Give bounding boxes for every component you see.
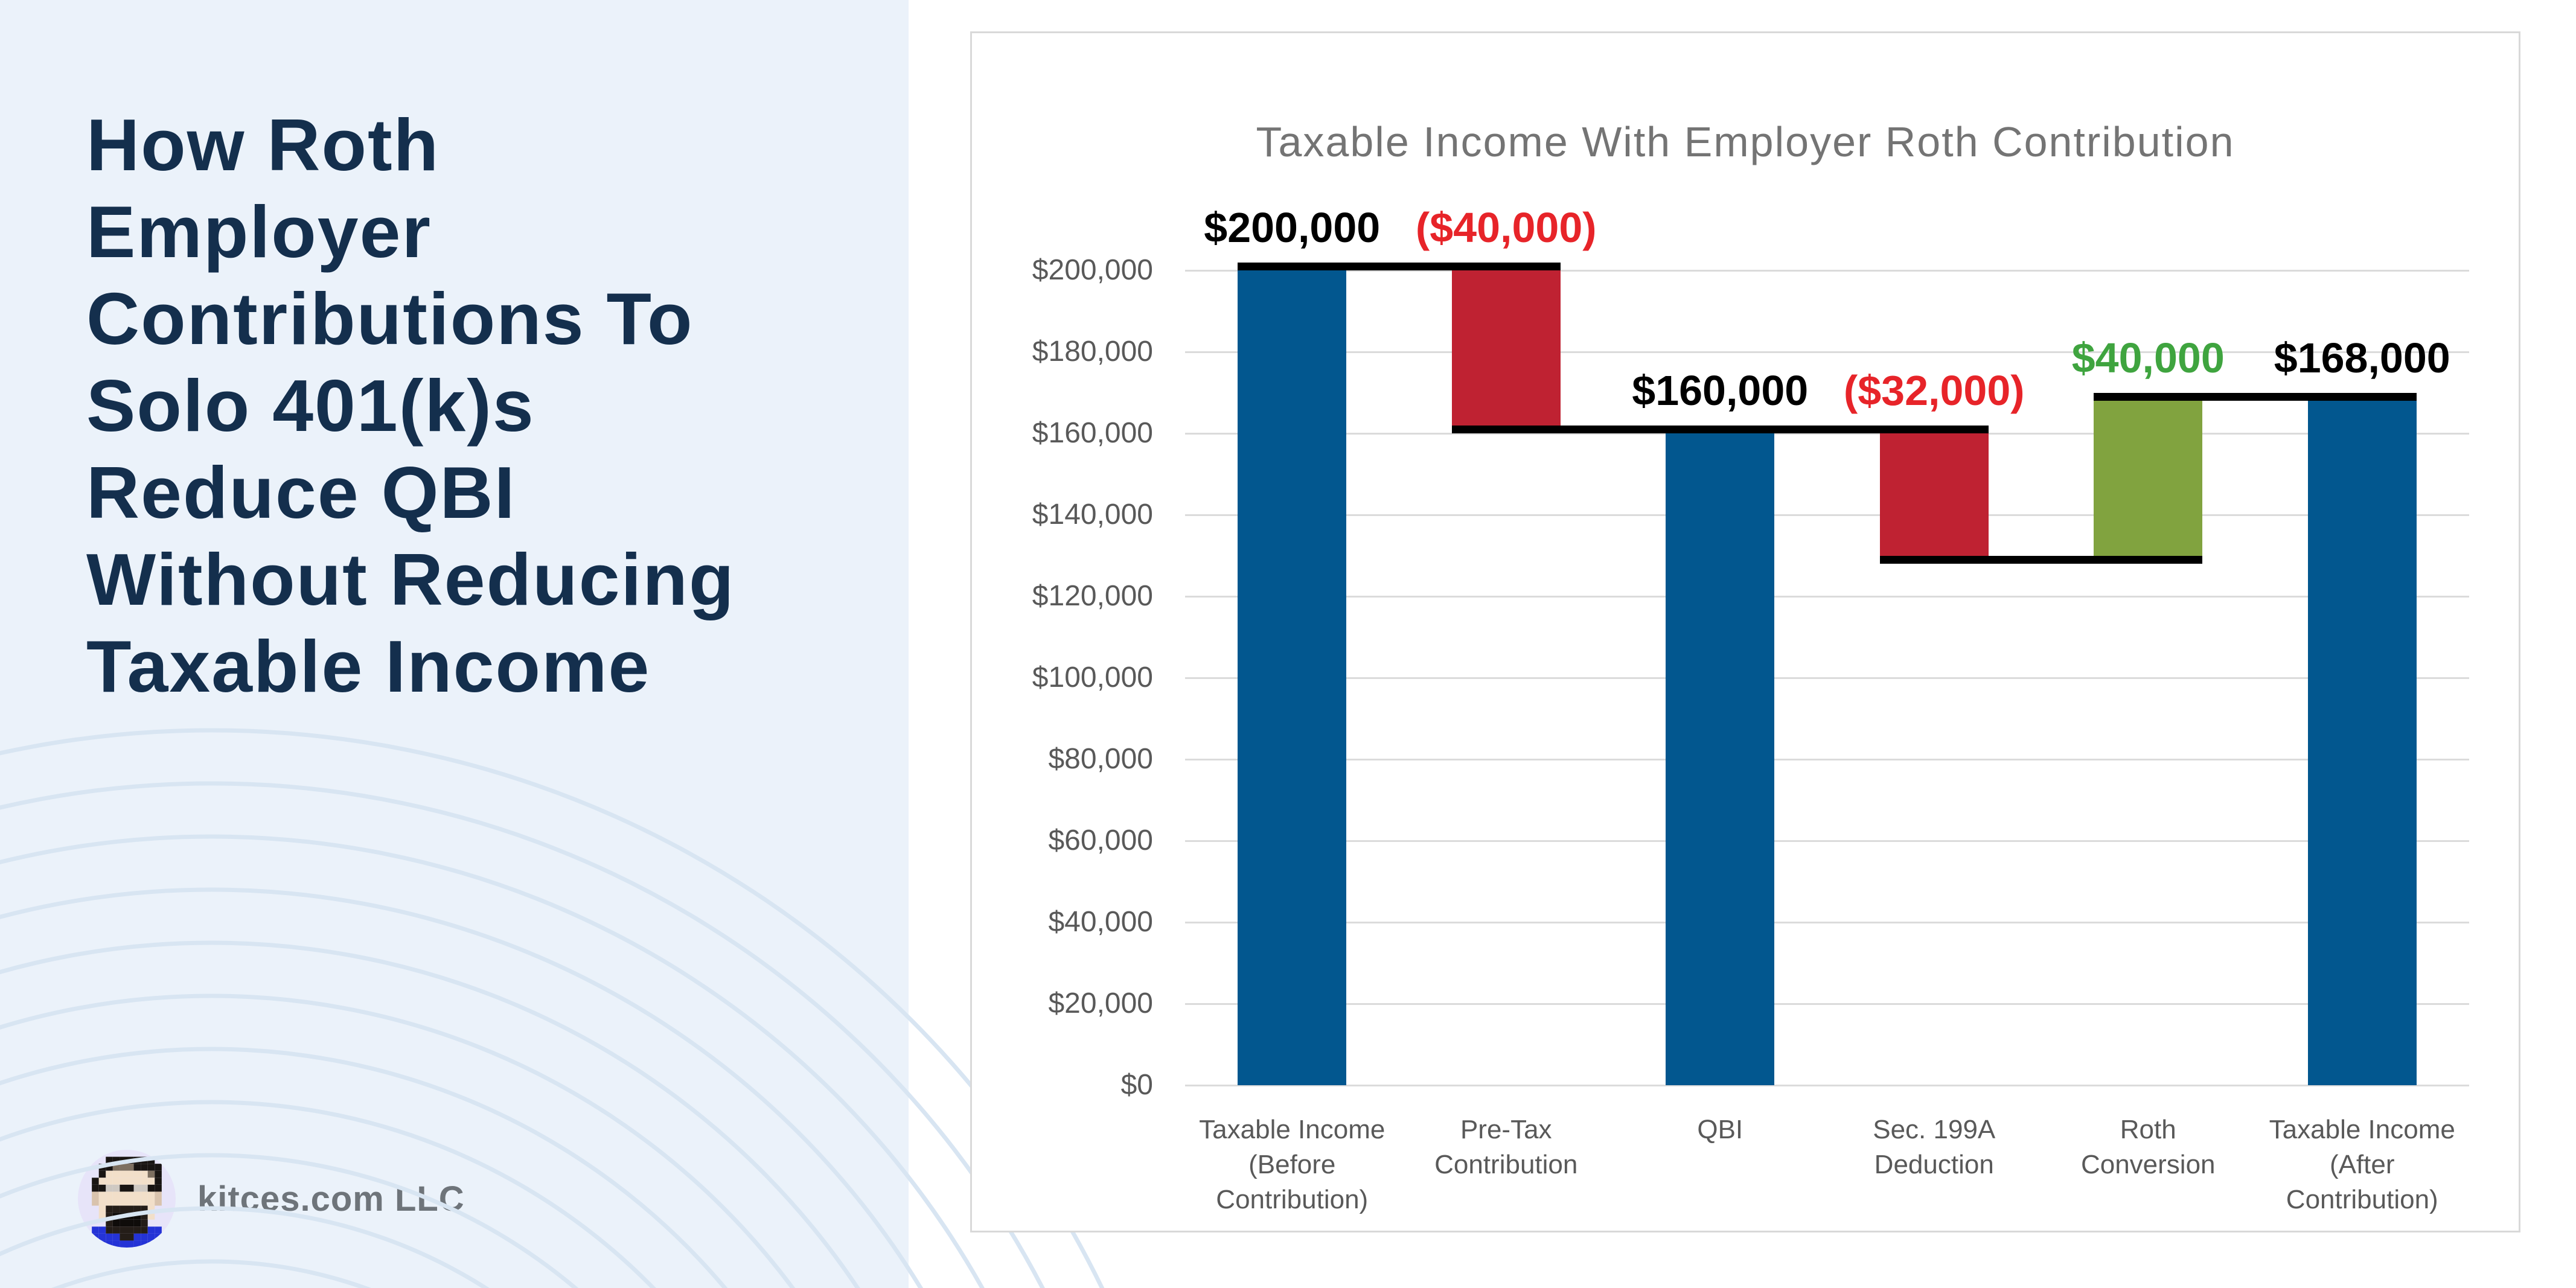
gridline xyxy=(1185,269,2469,272)
page-title-line: Solo 401(k)s xyxy=(86,365,535,447)
x-axis-category-label-line: QBI xyxy=(1697,1115,1743,1144)
page-title-line: How Roth xyxy=(86,104,440,186)
page-title-line: Without Reducing xyxy=(86,538,735,620)
gridline xyxy=(1185,514,2469,516)
bar-taxable-income-after xyxy=(2307,401,2417,1085)
connector-line xyxy=(1879,556,2203,564)
y-axis-tick-label: $60,000 xyxy=(1048,824,1153,856)
bar-roth-conversion xyxy=(2094,401,2203,564)
bar-pre-tax-contribution xyxy=(1451,270,1561,433)
gridline xyxy=(1185,677,2469,679)
connector-line xyxy=(1451,426,1989,433)
gridline xyxy=(1185,840,2469,842)
y-axis-tick-label: $0 xyxy=(1120,1069,1153,1101)
y-axis-tick-label: $100,000 xyxy=(1032,662,1153,693)
chart-card: Taxable Income With Employer Roth Contri… xyxy=(970,31,2520,1232)
gridline xyxy=(1185,758,2469,760)
y-axis-tick-label: $180,000 xyxy=(1032,336,1153,368)
x-axis-category-label-line: Contribution) xyxy=(2286,1185,2438,1214)
y-axis-tick-label: $120,000 xyxy=(1032,580,1153,612)
left-panel: How Roth Employer Contributions To Solo 401… xyxy=(0,0,909,1288)
bar-value-label: ($32,000) xyxy=(1843,367,2025,414)
x-axis-category-label-line: Sec. 199A xyxy=(1873,1115,1996,1144)
bar-value-label: $168,000 xyxy=(2274,334,2450,381)
bar-value-label: $160,000 xyxy=(1632,367,1809,414)
x-axis-category-label: Taxable Income (After Contribution) xyxy=(2255,1112,2470,1217)
x-axis-category-label-line: Contribution) xyxy=(1216,1185,1369,1214)
y-axis-tick-label: $200,000 xyxy=(1032,254,1153,286)
kitces-avatar-icon xyxy=(78,1150,176,1248)
bar-sec-199a-deduction xyxy=(1879,433,1989,564)
y-axis-tick-label: $140,000 xyxy=(1032,499,1153,531)
x-axis-category-label-line: Conversion xyxy=(2080,1150,2216,1179)
x-axis-category-label-line: (Before xyxy=(1248,1150,1336,1179)
bar-taxable-income-before xyxy=(1238,270,1347,1085)
y-axis-tick-label: $40,000 xyxy=(1048,906,1153,938)
gridline xyxy=(1185,1084,2469,1086)
x-axis-category-label: QBI xyxy=(1613,1112,1827,1147)
page-title-line: Employer xyxy=(86,191,432,273)
page-title-line: Reduce QBI xyxy=(86,451,516,534)
gridline xyxy=(1185,432,2469,435)
brand: kitces.com LLC xyxy=(78,1150,465,1248)
plot-area: $0 $20,000 $40,000 $60,000 $80,000 $100,000 $1… xyxy=(972,33,2519,1231)
x-axis-category-label-line: Pre-Tax xyxy=(1460,1115,1552,1144)
y-axis-tick-label: $160,000 xyxy=(1032,417,1153,449)
bar-value-label: $200,000 xyxy=(1204,204,1381,251)
page-title: How Roth Employer Contributions To Solo 401… xyxy=(86,101,889,710)
x-axis-category-label-line: Contribution xyxy=(1434,1150,1578,1179)
page-title-line: Contributions To xyxy=(86,278,694,360)
x-axis-category-label: Taxable Income (Before Contribution) xyxy=(1185,1112,1399,1217)
x-axis-category-label-line: Taxable Income xyxy=(1199,1115,1385,1144)
gridline xyxy=(1185,1003,2469,1005)
x-axis-category-label-line: Roth xyxy=(2120,1115,2176,1144)
x-axis-category-label: Sec. 199A Deduction xyxy=(1827,1112,2042,1182)
connector-line xyxy=(1238,263,1561,270)
connector-line xyxy=(2094,393,2417,401)
gridline xyxy=(1185,921,2469,923)
bar-value-label: $40,000 xyxy=(2071,334,2225,381)
chart-title: Taxable Income With Employer Roth Contri… xyxy=(1256,118,2235,165)
x-axis-category-label: Roth Conversion xyxy=(2041,1112,2255,1182)
brand-label: kitces.com LLC xyxy=(197,1179,465,1219)
y-axis-tick-label: $80,000 xyxy=(1048,743,1153,775)
x-axis-category-label: Pre-Tax Contribution xyxy=(1399,1112,1614,1182)
page-title-line: Taxable Income xyxy=(86,625,651,707)
gridline xyxy=(1185,595,2469,598)
y-axis-tick-label: $20,000 xyxy=(1048,987,1153,1019)
x-axis-category-label-line: Deduction xyxy=(1874,1150,1994,1179)
bar-value-label: ($40,000) xyxy=(1415,204,1597,251)
bar-qbi xyxy=(1666,433,1775,1085)
x-axis-category-label-line: (After xyxy=(2329,1150,2395,1179)
gridline xyxy=(1185,351,2469,353)
x-axis-category-label-line: Taxable Income xyxy=(2269,1115,2455,1144)
